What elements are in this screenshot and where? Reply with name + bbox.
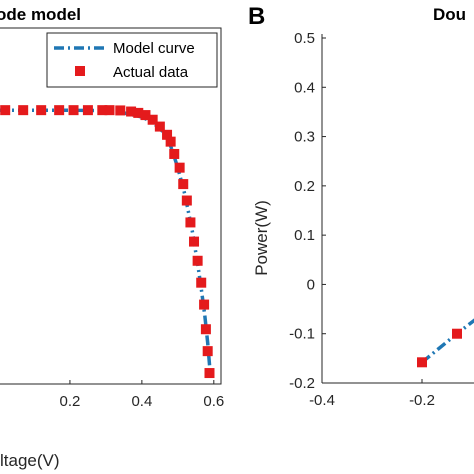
panel-a-series bbox=[0, 105, 215, 379]
panel-a-actual-data-point bbox=[126, 106, 137, 117]
panel-a-actual-data-point bbox=[162, 129, 173, 140]
panel-a-actual-data-point bbox=[178, 179, 189, 190]
panel-b: B Dou 0.50.40.30.20.10-0.1-0.2 -0.4 -0.2 … bbox=[248, 3, 474, 409]
panel-a-x-ticks: 0.2 0.4 0.6 bbox=[60, 380, 224, 410]
panel-a-actual-data-point bbox=[204, 368, 215, 379]
legend-actual-data-label: Actual data bbox=[113, 64, 189, 81]
panel-a-actual-data-point bbox=[97, 105, 108, 116]
panel-a-actual-data-point bbox=[169, 148, 180, 159]
panel-a-plot-area: 0.2 0.4 0.6 bbox=[0, 27, 224, 410]
panel-b-y-tick-label: 0.5 bbox=[294, 30, 315, 47]
panel-a-x-tick-label: 0.4 bbox=[131, 393, 152, 410]
panel-a-actual-data-point bbox=[133, 107, 144, 118]
panel-b-y-tick-label: 0.2 bbox=[294, 178, 315, 195]
panel-a-actual-data-point bbox=[165, 136, 176, 147]
panel-b-y-tick-label: 0.3 bbox=[294, 129, 315, 146]
panel-a-actual-data-point bbox=[200, 324, 211, 335]
panel-a-x-tick-label: 0.2 bbox=[60, 393, 81, 410]
panel-a-actual-data-point bbox=[104, 105, 115, 116]
panel-a-actual-data-point bbox=[154, 121, 165, 132]
panel-b-y-tick-label: 0 bbox=[307, 276, 315, 293]
panel-a-actual-data-point bbox=[189, 236, 200, 247]
panel-b-y-tick-label: -0.2 bbox=[289, 375, 315, 392]
panel-b-title: Dou bbox=[433, 5, 466, 24]
panel-a-title: ode model bbox=[0, 5, 81, 24]
panel-b-actual-data-point bbox=[417, 357, 427, 368]
panel-b-y-tick-label: 0.4 bbox=[294, 79, 315, 96]
panel-a-actual-data-point bbox=[196, 277, 207, 288]
panel-a-axes-box bbox=[0, 27, 222, 385]
panel-b-plot-area: 0.50.40.30.20.10-0.1-0.2 -0.4 -0.2 bbox=[289, 30, 474, 409]
panel-a: ode model 0.2 0.4 0.6 ltage(V) Model curve… bbox=[0, 5, 224, 470]
panel-a-actual-data-point bbox=[147, 114, 158, 125]
panel-a-actual-data-point bbox=[0, 105, 11, 116]
legend: Model curve Actual data bbox=[46, 32, 218, 88]
panel-b-y-ticks: 0.5 0.4 0.3 0.2 0.1 0 -0.1 -0.2 bbox=[289, 30, 326, 392]
panel-a-actual-data-point bbox=[36, 105, 47, 116]
panel-a-actual-data-point bbox=[82, 105, 93, 116]
panel-b-y-tick-label: 0.1 bbox=[294, 227, 315, 244]
panel-b-x-tick-label: -0.2 bbox=[409, 392, 435, 409]
panel-a-actual-data-point bbox=[18, 105, 29, 116]
panel-a-actual-data-point bbox=[202, 346, 213, 357]
legend-model-curve-label: Model curve bbox=[113, 40, 195, 57]
panel-a-actual-data-point bbox=[192, 255, 203, 266]
panel-b-series bbox=[417, 318, 474, 368]
panel-a-x-tick-label: 0.6 bbox=[203, 393, 224, 410]
panel-a-actual-data-point bbox=[185, 217, 196, 228]
panel-a-actual-data-point bbox=[115, 105, 126, 116]
panel-b-x-ticks: -0.4 -0.2 bbox=[309, 379, 435, 409]
panel-b-letter: B bbox=[248, 3, 265, 30]
panel-b-x-tick-label: -0.4 bbox=[309, 392, 335, 409]
panel-b-y-axis-title: Power(W) bbox=[252, 200, 271, 276]
panel-a-actual-data-point bbox=[68, 105, 79, 116]
panel-a-x-axis-title: ltage(V) bbox=[0, 451, 60, 470]
panel-b-y-tick-label: -0.1 bbox=[289, 326, 315, 343]
legend-box bbox=[46, 32, 218, 88]
panel-b-actual-data-point bbox=[452, 328, 462, 339]
panel-b-model-curve-line bbox=[420, 318, 474, 364]
panel-a-actual-data-point bbox=[174, 162, 185, 173]
panel-a-actual-data-point bbox=[140, 110, 151, 121]
panel-a-actual-data-point bbox=[54, 105, 65, 116]
panel-a-actual-data-point bbox=[181, 195, 192, 206]
legend-actual-data-swatch bbox=[75, 66, 85, 76]
panel-a-actual-data-point bbox=[199, 299, 210, 310]
